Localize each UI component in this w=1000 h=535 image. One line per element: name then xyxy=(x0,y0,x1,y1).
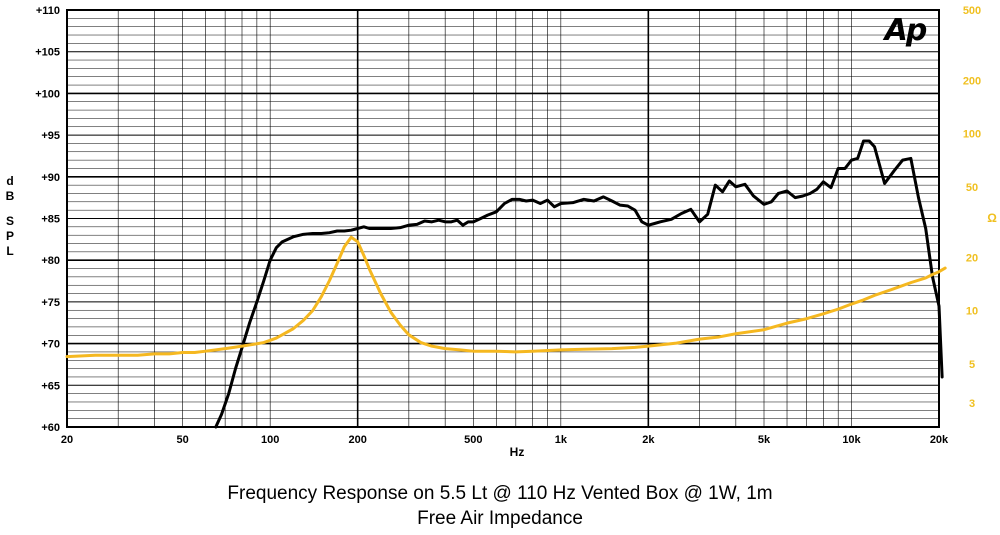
svg-text:L: L xyxy=(6,244,13,258)
y-left-tick-label: +75 xyxy=(41,297,60,309)
y-right-tick-label: 5 xyxy=(969,359,975,371)
y-left-tick-label: +80 xyxy=(41,255,60,267)
x-tick-label: 5k xyxy=(758,434,771,446)
x-tick-label: 1k xyxy=(555,434,568,446)
y-right-tick-label: 20 xyxy=(966,252,978,264)
chart-caption-line2: Free Air Impedance xyxy=(417,508,583,529)
svg-text:B: B xyxy=(6,189,15,203)
y-left-tick-label: +65 xyxy=(41,380,60,392)
x-tick-label: 100 xyxy=(261,434,279,446)
svg-text:d: d xyxy=(6,174,13,188)
frequency-response-chart: +60 +65 +70 +75 +80 +85 +90 +95 +100 +105 +110 500… xyxy=(5,5,998,459)
svg-text:S: S xyxy=(6,214,14,228)
x-tick-label: 20k xyxy=(930,434,949,446)
left-axis-ticks: +60 +65 +70 +75 +80 +85 +90 +95 +100 +105 +110 xyxy=(35,5,60,434)
x-axis-ticks: 20 50 100 200 500 1k 2k 5k 10k 20k xyxy=(61,434,949,446)
x-tick-label: 2k xyxy=(642,434,655,446)
ap-logo: Ap xyxy=(883,13,927,48)
chart-caption-line1: Frequency Response on 5.5 Lt @ 110 Hz Ve… xyxy=(227,483,773,504)
y-right-tick-label: 10 xyxy=(966,306,978,318)
y-left-tick-label: +105 xyxy=(35,47,60,59)
spl-response-line xyxy=(214,139,944,429)
series-layer xyxy=(65,139,947,429)
y-left-tick-label: +85 xyxy=(41,214,60,226)
y-right-tick-label: 500 xyxy=(963,5,981,17)
y-left-tick-label: +110 xyxy=(36,5,60,17)
y-left-tick-label: +90 xyxy=(41,172,60,184)
y-left-tick-label: +95 xyxy=(41,130,60,142)
y-right-tick-label: 50 xyxy=(966,182,978,194)
y-right-tick-label: 3 xyxy=(969,398,975,410)
y-right-tick-label: 200 xyxy=(963,75,981,87)
impedance-line xyxy=(65,235,947,359)
y-left-tick-label: +100 xyxy=(35,88,60,100)
y-right-tick-label: 100 xyxy=(963,129,981,141)
y-left-tick-label: +60 xyxy=(41,422,60,434)
y-axis-right-title: Ω xyxy=(987,211,997,225)
y-left-tick-label: +70 xyxy=(41,339,60,351)
x-tick-label: 20 xyxy=(61,434,73,446)
x-axis-title: Hz xyxy=(510,445,525,459)
major-grid xyxy=(67,10,939,427)
x-tick-label: 500 xyxy=(464,434,482,446)
y-axis-left-title: d B S P L xyxy=(6,174,15,258)
plot-frame xyxy=(66,9,940,428)
x-tick-label: 50 xyxy=(177,434,189,446)
right-axis-ticks: 500 200 100 50 20 10 5 3 xyxy=(963,5,981,410)
x-tick-label: 200 xyxy=(348,434,366,446)
x-tick-label: 10k xyxy=(842,434,861,446)
svg-text:P: P xyxy=(6,229,14,243)
